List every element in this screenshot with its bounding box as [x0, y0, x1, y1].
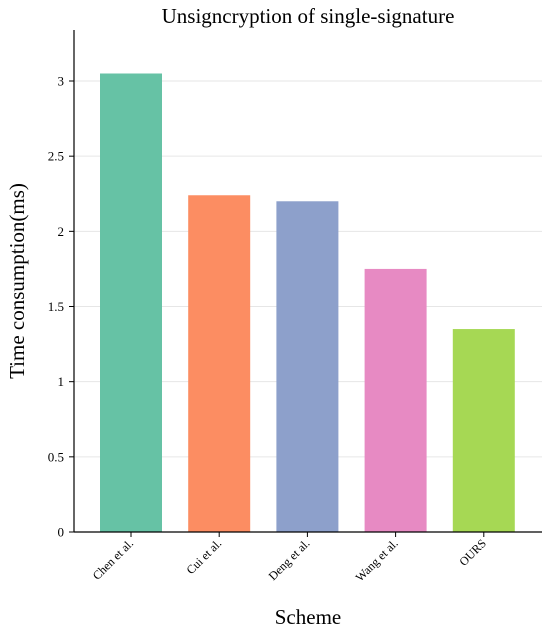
x-tick-label: OURS [456, 536, 489, 569]
y-axis-ticks: 0 0.5 1 1.5 2 2.5 3 [48, 74, 74, 540]
y-tick-label: 1.5 [48, 299, 64, 314]
y-axis-label: Time consumption(ms) [5, 183, 29, 379]
bar [276, 201, 339, 533]
y-tick-label: 1 [58, 374, 65, 389]
chart-title: Unsigncryption of single-signature [162, 4, 455, 28]
x-axis-label: Scheme [275, 605, 341, 629]
bar [364, 268, 427, 532]
y-tick-label: 2 [58, 224, 65, 239]
y-tick-label: 0 [58, 525, 65, 540]
bars [100, 73, 515, 533]
bar [452, 329, 515, 532]
x-tick-label: Chen et al. [90, 536, 136, 582]
y-tick-label: 3 [58, 74, 65, 89]
x-tick-label: Cui et al. [184, 536, 225, 577]
bar [100, 73, 162, 532]
x-tick-label: Wang et al. [353, 536, 401, 584]
x-tick-label: Deng et al. [266, 536, 313, 583]
y-tick-label: 0.5 [48, 449, 64, 464]
y-tick-label: 2.5 [48, 149, 64, 164]
x-axis-ticks: Chen et al. Cui et al. Deng et al. Wang et … [90, 532, 489, 584]
bar [188, 195, 251, 532]
